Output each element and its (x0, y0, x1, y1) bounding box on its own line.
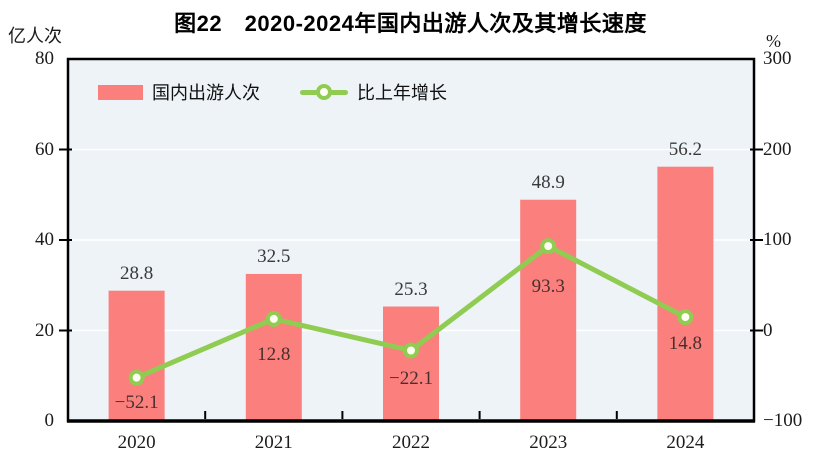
left-axis-tick-label: 40 (35, 229, 54, 250)
growth-value-label: −22.1 (389, 367, 433, 389)
right-axis-unit-label: % (766, 31, 781, 51)
legend-item-line-series: 比上年增长 (300, 79, 447, 105)
growth-value-label: −52.1 (114, 391, 159, 413)
left-axis-tick-label: 0 (44, 410, 55, 431)
line-series-marker-icon (300, 84, 348, 100)
right-axis-tick-label: 0 (763, 319, 773, 341)
growth-value-label: 93.3 (531, 276, 565, 298)
line-marker-dot-icon (316, 84, 332, 100)
line-marker-2024 (677, 309, 694, 326)
line-series-legend-label: 比上年增长 (357, 83, 447, 103)
bar-2022 (383, 306, 439, 421)
growth-value-label: 14.8 (668, 333, 703, 355)
bar-series-legend-label: 国内出游人次 (152, 83, 260, 103)
bar-2024 (657, 166, 714, 421)
right-axis-tick-label: 100 (763, 229, 792, 250)
bar-value-label: 48.9 (531, 171, 565, 193)
x-axis-label: 2022 (392, 432, 430, 453)
bar-2023 (520, 199, 577, 421)
right-axis-tick-label: 200 (763, 138, 792, 160)
bar-2020 (108, 290, 165, 421)
right-axis-tick-label: −100 (763, 410, 803, 431)
left-axis-unit-label: 亿人次 (8, 26, 62, 46)
bar-value-label: 56.2 (668, 138, 703, 160)
line-marker-2020 (128, 369, 145, 386)
x-axis-label: 2024 (666, 432, 705, 453)
right-axis-tick-label: 300 (763, 48, 792, 69)
legend-item-bar-series: 国内出游人次 (98, 79, 260, 105)
x-axis-label: 2020 (117, 432, 156, 453)
bar-value-label: 28.8 (119, 262, 154, 284)
bar-value-label: 32.5 (257, 245, 291, 267)
x-axis-label: 2021 (254, 432, 293, 453)
bar-series-swatch-icon (98, 84, 143, 100)
left-axis-tick-label: 80 (35, 48, 54, 69)
x-axis-label: 2023 (529, 432, 568, 453)
left-axis-tick-label: 20 (35, 319, 54, 341)
line-marker-2022 (403, 342, 419, 359)
line-marker-2021 (265, 310, 282, 327)
legend: 国内出游人次 比上年增长 (98, 79, 447, 105)
bar-2021 (245, 273, 302, 421)
bar-value-label: 25.3 (394, 278, 428, 300)
chart-title: 图22 2020-2024年国内出游人次及其增长速度 (174, 11, 647, 36)
growth-value-label: 12.8 (257, 343, 291, 365)
line-marker-2023 (540, 238, 557, 255)
left-axis-tick-label: 60 (35, 138, 54, 160)
